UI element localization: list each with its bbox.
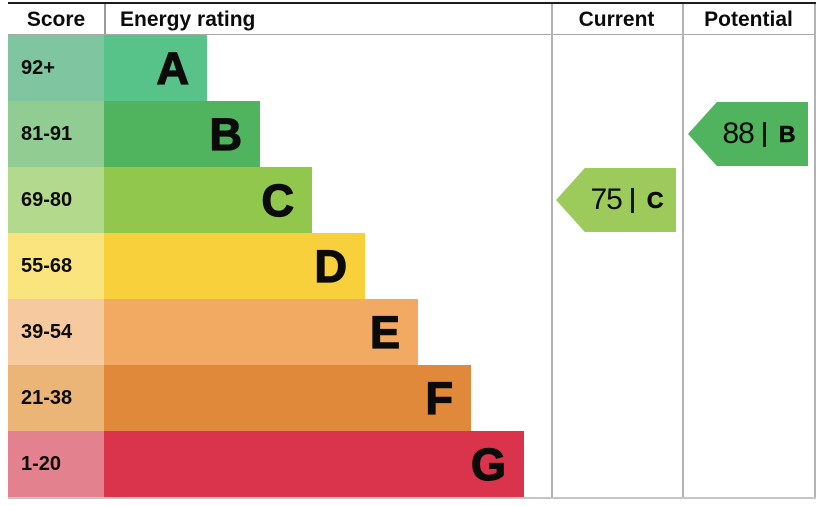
band-score-range-c: 69-80 — [8, 167, 104, 233]
potential-column-header: Potential — [704, 8, 793, 31]
header-underline — [8, 34, 816, 35]
score-header-divider — [104, 4, 106, 34]
band-letter-d: D — [314, 240, 348, 292]
epc-band-row-g: 1-20 G — [8, 431, 816, 497]
potential-rating-separator — [762, 121, 766, 147]
epc-band-row-c: 69-80 C — [8, 167, 816, 233]
table-right-border — [814, 4, 816, 498]
current-rating-band: C — [646, 186, 664, 213]
current-rating-arrow: 75 C — [556, 168, 676, 232]
band-score-range-g: 1-20 — [8, 431, 104, 497]
current-rating-separator — [630, 187, 634, 213]
current-column-divider — [551, 4, 553, 498]
potential-column-divider — [682, 4, 684, 498]
band-score-range-e: 39-54 — [8, 299, 104, 365]
epc-band-row-e: 39-54 E — [8, 299, 816, 365]
epc-band-row-b: 81-91 B — [8, 101, 816, 167]
band-bar-d: D — [104, 233, 365, 299]
band-letter-b: B — [209, 108, 243, 160]
band-bar-c: C — [104, 167, 312, 233]
band-score-range-f: 21-38 — [8, 365, 104, 431]
potential-rating-arrow: 88 B — [688, 102, 808, 166]
epc-energy-rating-chart: Score Energy rating Current Potential 92… — [8, 2, 816, 499]
epc-band-row-f: 21-38 F — [8, 365, 816, 431]
epc-band-row-d: 55-68 D — [8, 233, 816, 299]
potential-rating-value: 88 — [722, 117, 755, 150]
band-bar-a: A — [104, 35, 207, 101]
band-letter-c: C — [261, 174, 295, 226]
band-letter-f: F — [425, 372, 454, 424]
potential-rating-band: B — [778, 120, 796, 147]
band-score-range-a: 92+ — [8, 35, 104, 101]
current-column-header: Current — [578, 8, 655, 31]
energy-rating-column-header: Energy rating — [120, 8, 256, 31]
band-letter-g: G — [470, 438, 506, 490]
band-score-range-b: 81-91 — [8, 101, 104, 167]
band-letter-a: A — [156, 42, 190, 94]
table-top-border — [8, 2, 816, 4]
epc-band-row-a: 92+ A — [8, 35, 816, 101]
current-rating-value: 75 — [590, 183, 623, 216]
band-bar-f: F — [104, 365, 471, 431]
table-bottom-border — [8, 497, 816, 499]
band-bar-g: G — [104, 431, 524, 497]
score-column-header: Score — [26, 8, 86, 31]
band-letter-e: E — [369, 306, 400, 358]
band-bar-e: E — [104, 299, 418, 365]
rating-bands: 92+ A 81-91 B 69-80 C 55-68 D 39-54 E 21-38 F 1-20 G — [8, 35, 816, 497]
band-bar-b: B — [104, 101, 260, 167]
band-score-range-d: 55-68 — [8, 233, 104, 299]
